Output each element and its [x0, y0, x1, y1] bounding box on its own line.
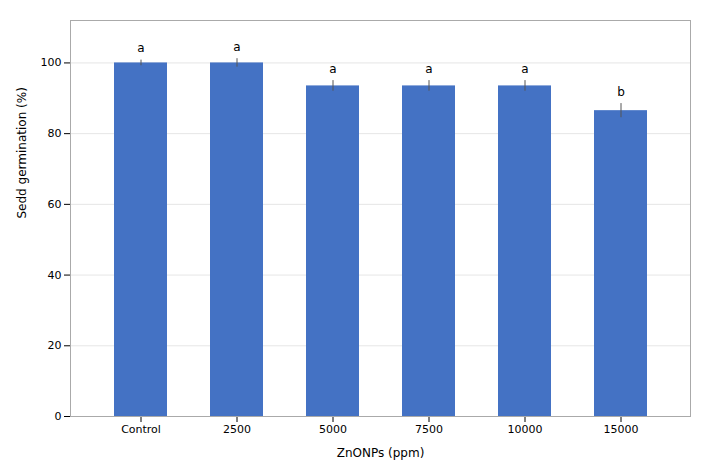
svg-text:ZnONPs (ppm): ZnONPs (ppm) [337, 446, 425, 460]
svg-text:a: a [521, 62, 528, 76]
svg-text:a: a [425, 62, 432, 76]
svg-text:a: a [233, 40, 240, 54]
svg-text:40: 40 [48, 269, 62, 282]
svg-text:5000: 5000 [319, 423, 347, 436]
svg-text:10000: 10000 [508, 423, 543, 436]
svg-text:80: 80 [48, 127, 62, 140]
svg-text:Sedd germination (%): Sedd germination (%) [15, 87, 29, 218]
svg-text:a: a [329, 62, 336, 76]
svg-text:100: 100 [41, 56, 62, 69]
svg-text:20: 20 [48, 339, 62, 352]
svg-text:Control: Control [121, 423, 161, 436]
svg-text:15000: 15000 [604, 423, 639, 436]
svg-text:60: 60 [48, 198, 62, 211]
svg-text:b: b [617, 85, 625, 99]
svg-text:2500: 2500 [223, 423, 251, 436]
svg-text:0: 0 [55, 410, 62, 423]
svg-text:a: a [137, 41, 144, 55]
svg-text:7500: 7500 [415, 423, 443, 436]
